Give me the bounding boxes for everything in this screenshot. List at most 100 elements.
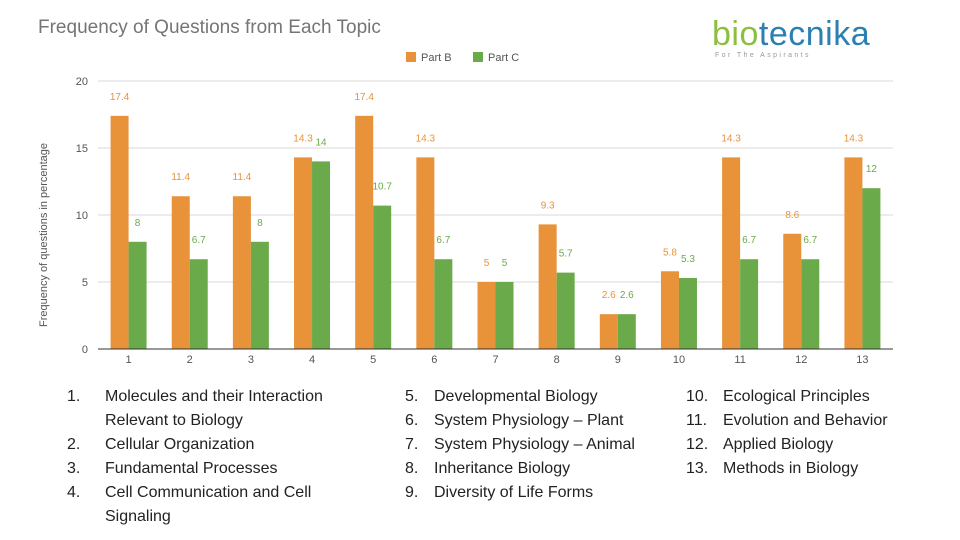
logo-text-bio: bio [712,15,759,53]
data-label: 6.7 [803,235,817,246]
topic-number: 1. [67,388,81,405]
topic-label: Ecological Principles [723,388,870,405]
x-tick-label: 4 [309,354,315,366]
bar-part-b [110,115,129,349]
data-label: 6.7 [192,235,206,246]
topic-list-item: 6. System Physiology – Plant [405,409,675,433]
legend-label: Part B [421,52,452,64]
topic-number: 6. [405,412,419,429]
topic-label: Developmental Biology [434,388,598,405]
topic-number [67,505,105,529]
x-tick-label: 10 [673,354,685,366]
x-tick-label: 1 [126,354,132,366]
legend-swatch-part-b [406,52,416,62]
bar-part-b [477,282,496,349]
topic-number: 13. [686,460,709,477]
biotecnika-logo: biotecnika For The Aspirants [712,14,877,70]
topic-label: Molecules and their Interaction [105,388,323,405]
topic-list-item: 12. Applied Biology [686,433,946,457]
bar-part-b [538,224,557,349]
x-tick-label: 2 [187,354,193,366]
topic-number: 12. [686,436,709,453]
topic-list-item: 4. Cell Communication and Cell [67,481,367,505]
logo-text-tec: tecnika [758,15,871,53]
data-label: 5.3 [681,254,695,265]
legend-label: Part C [488,52,519,64]
bar-part-c [617,314,636,349]
y-tick-label: 0 [82,344,88,356]
data-label: 2.6 [620,290,634,301]
topic-number: 3. [67,460,81,477]
topic-label: Signaling [105,508,171,525]
x-tick-label: 12 [795,354,807,366]
x-tick-label: 7 [492,354,498,366]
chart-title: Frequency of Questions from Each Topic [38,17,381,38]
bar-part-b [171,196,190,349]
bar-part-b [355,115,374,349]
topic-list-item: 1. Molecules and their Interaction [67,385,367,409]
topic-label: Cellular Organization [105,436,255,453]
topic-number: 9. [405,484,419,501]
data-label: 14.3 [844,133,864,144]
y-axis-label: Frequency of questions in percentage [38,143,50,327]
topic-label: Evolution and Behavior [723,412,888,429]
topic-list-item: 10. Ecological Principles [686,385,946,409]
data-label: 5 [502,258,508,269]
x-tick-label: 3 [248,354,254,366]
bar-part-b [660,271,679,349]
bar-part-c [373,205,392,349]
topic-label: Diversity of Life Forms [434,484,594,501]
topic-label: System Physiology – Animal [434,436,635,453]
bar-part-c [495,282,514,349]
logo-wordmark: biotecnika [712,14,870,54]
data-label: 8 [135,218,141,229]
legend-swatch-part-c [473,52,483,62]
bar-part-b [783,233,802,349]
topic-label: Inheritance Biology [434,460,571,477]
data-label: 10.7 [372,182,392,193]
bar-part-c [312,161,331,349]
data-label: 6.7 [742,235,756,246]
topic-label: Applied Biology [723,436,834,453]
bar-part-c [801,259,820,349]
topic-number: 5. [405,388,419,405]
topic-label: System Physiology – Plant [434,412,624,429]
topic-number: 2. [67,436,81,453]
bar-part-c [556,272,575,349]
data-label: 6.7 [436,235,450,246]
topic-list-item: 9. Diversity of Life Forms [405,481,675,505]
topic-list-item: 3. Fundamental Processes [67,457,367,481]
y-tick-label: 10 [76,210,88,222]
data-label: 14.3 [293,133,313,144]
topic-list-item: 2. Cellular Organization [67,433,367,457]
topic-label: Fundamental Processes [105,460,278,477]
topic-list-column-1: 1. Molecules and their Interaction Relevan… [67,385,367,529]
topic-list-item: 11. Evolution and Behavior [686,409,946,433]
data-label: 11.4 [171,172,190,183]
data-label: 5.7 [559,249,573,260]
y-tick-label: 5 [82,277,88,289]
logo-tagline: For The Aspirants [715,52,811,59]
bar-part-b [722,157,741,349]
data-label: 2.6 [602,290,616,301]
bar-part-c [189,259,208,349]
data-label: 14 [315,137,327,148]
topic-label: Relevant to Biology [105,412,243,429]
data-label: 14.3 [721,133,741,144]
topic-label: Methods in Biology [723,460,859,477]
x-tick-label: 11 [734,354,745,366]
bar-part-c [678,277,697,349]
bar-part-b [232,196,251,349]
bar-part-c [250,241,269,349]
x-tick-label: 6 [431,354,437,366]
topic-number: 4. [67,484,81,501]
topic-list-column-2: 5. Developmental Biology 6. System Physiolo… [405,385,675,505]
topic-label: Cell Communication and Cell [105,484,312,501]
topic-number: 8. [405,460,419,477]
bar-part-b [599,314,618,349]
data-label: 17.4 [354,92,374,103]
topic-list-item: 13. Methods in Biology [686,457,946,481]
data-label: 8 [257,218,263,229]
topic-number [67,409,105,433]
